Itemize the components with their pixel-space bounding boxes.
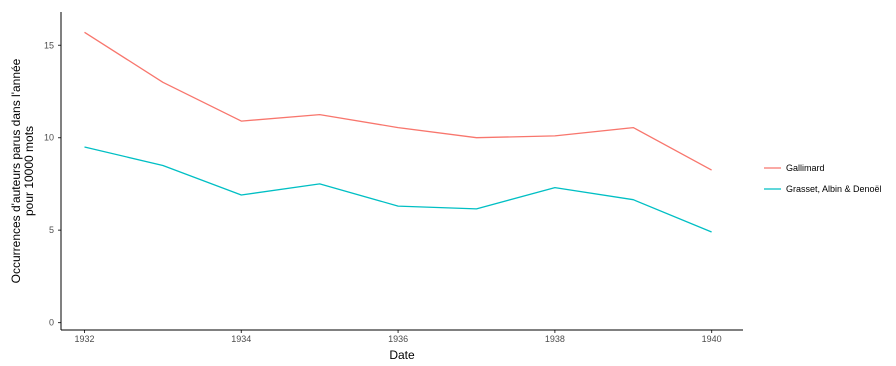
x-tick-label: 1932: [75, 334, 95, 344]
y-tick-label: 10: [44, 133, 54, 143]
legend-label-1: Gallimard: [786, 163, 825, 173]
x-axis-ticks: 1932 1934 1936 1938 1940: [75, 330, 722, 344]
y-axis-title-line-1: Occurrences d'auteurs parus dans l'année: [9, 58, 23, 283]
x-tick-label: 1934: [231, 334, 251, 344]
series-line-1: [84, 31, 712, 171]
series-line-2: [84, 146, 712, 233]
legend: Gallimard Grasset, Albin & Denoël: [764, 163, 882, 194]
x-axis-title: Date: [389, 348, 415, 361]
x-tick-label: 1938: [545, 334, 565, 344]
y-tick-label: 5: [49, 225, 54, 235]
y-axis-ticks: 0 5 10 15: [44, 40, 61, 328]
y-axis-title-line-2: pour 10000 mots: [22, 126, 36, 216]
x-tick-label: 1936: [388, 334, 408, 344]
series-lines: [84, 31, 712, 233]
y-tick-label: 0: [49, 318, 54, 328]
y-tick-label: 15: [44, 40, 54, 50]
x-tick-label: 1940: [702, 334, 722, 344]
legend-label-2: Grasset, Albin & Denoël: [786, 184, 882, 194]
y-axis-title: Occurrences d'auteurs parus dans l'année…: [9, 58, 36, 283]
